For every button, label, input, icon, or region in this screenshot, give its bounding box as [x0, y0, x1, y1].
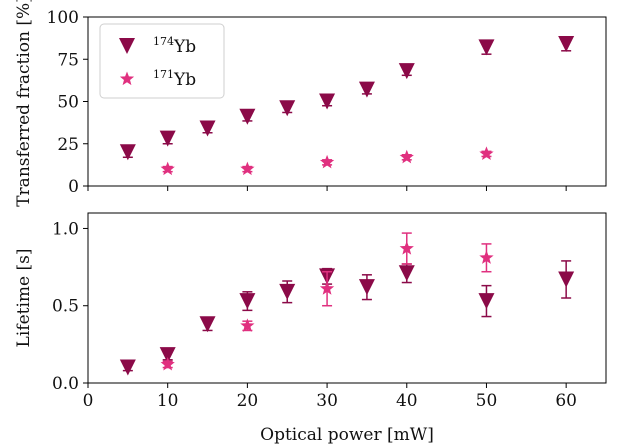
data-point: [159, 130, 176, 147]
data-point: [479, 250, 494, 264]
legend-label: 174Yb: [153, 35, 196, 57]
data-point: [279, 100, 296, 117]
y-tick-label: 100: [47, 8, 79, 28]
x-tick-label: 20: [237, 391, 259, 411]
data-point: [159, 347, 176, 364]
y-tick-label: 0.5: [52, 297, 79, 317]
data-point: [558, 36, 575, 53]
data-point: [358, 81, 375, 98]
legend-label: 171Yb: [153, 68, 196, 90]
data-point: [239, 108, 256, 125]
y-axis-label: Transferred fraction [%]: [14, 0, 34, 207]
plot-frame: [87, 212, 607, 384]
data-point: [319, 154, 335, 169]
data-point: [358, 279, 375, 296]
data-point: [558, 271, 575, 288]
data-point: [199, 120, 216, 137]
y-tick-label: 75: [57, 50, 79, 70]
legend-mass-number: 171: [153, 68, 174, 81]
y-tick-label: 0: [68, 177, 79, 197]
legend-element: Yb: [173, 70, 196, 90]
legend-marker: [119, 38, 135, 54]
x-tick-label: 60: [555, 391, 577, 411]
y-tick-label: 25: [57, 135, 79, 155]
x-tick-label: 0: [83, 391, 94, 411]
data-point: [398, 265, 415, 282]
x-tick-label: 40: [396, 391, 418, 411]
legend-element: Yb: [173, 37, 196, 57]
x-tick-label: 10: [157, 391, 179, 411]
data-point: [399, 149, 414, 164]
data-point: [199, 316, 216, 333]
series-yb171: [160, 232, 494, 371]
data-point: [240, 318, 255, 332]
data-point: [119, 359, 136, 376]
series-yb174: [119, 260, 575, 376]
data-point: [319, 93, 336, 110]
x-axis-label: Optical power [mW]: [260, 425, 434, 445]
data-point: [398, 63, 415, 80]
y-axis-label: Lifetime [s]: [14, 249, 34, 348]
data-point: [399, 241, 414, 255]
legend-marker: [119, 71, 135, 86]
data-point: [240, 161, 255, 176]
legend-mass-number: 174: [153, 35, 174, 48]
data-point: [279, 283, 296, 300]
y-tick-label: 1.0: [52, 219, 79, 239]
series-yb174: [119, 36, 575, 161]
data-point: [479, 146, 494, 160]
data-point: [478, 39, 495, 56]
data-point: [160, 161, 175, 176]
series-yb171: [160, 146, 494, 176]
x-tick-label: 50: [476, 391, 498, 411]
y-tick-label: 50: [57, 93, 79, 113]
data-point: [239, 293, 256, 310]
data-point: [478, 293, 495, 310]
x-tick-label: 30: [316, 391, 338, 411]
y-tick-label: 0.0: [52, 374, 79, 394]
data-point: [160, 356, 175, 371]
panel-lifetime: 0.0 0.5 1.0 0 10 20 30 40 50 60 Lifetime [s] Optica…: [14, 212, 607, 445]
data-point: [119, 144, 136, 161]
data-point: [319, 281, 335, 295]
